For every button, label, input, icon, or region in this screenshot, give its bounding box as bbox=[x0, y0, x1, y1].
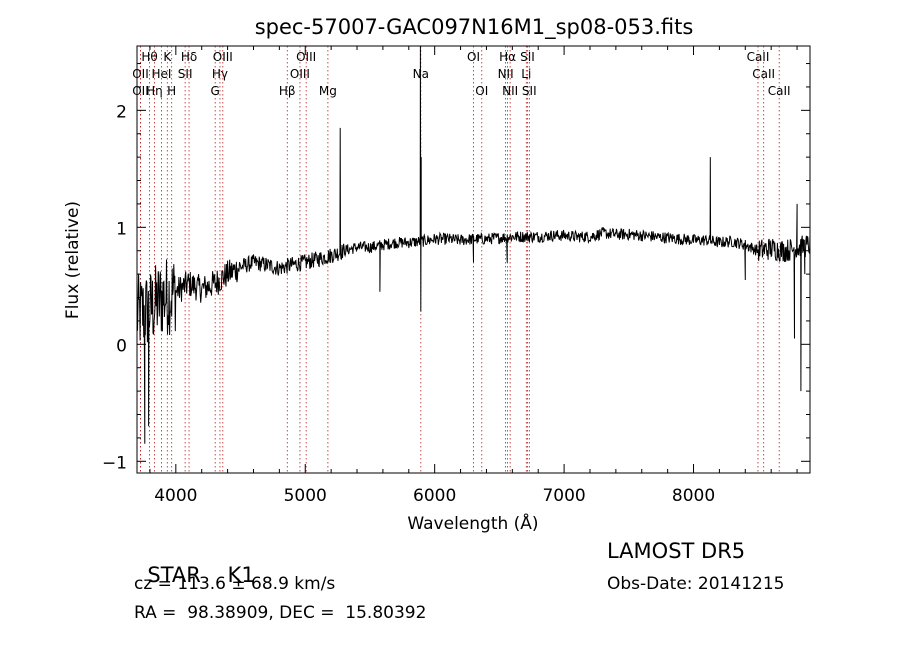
x-tick-label: 4000 bbox=[154, 486, 197, 506]
survey-label: LAMOST DR5 bbox=[607, 539, 746, 563]
axis-ticks: 4000 5000 6000 7000 8000 −1 0 1 2 bbox=[102, 46, 810, 506]
y-tick-label: 2 bbox=[116, 102, 127, 122]
subclass-label: K1 bbox=[227, 563, 255, 587]
line-marker-label: NII bbox=[498, 67, 514, 81]
line-marker-label: Hγ bbox=[212, 67, 228, 81]
y-tick-label: 0 bbox=[116, 336, 127, 356]
line-marker-label: CaII bbox=[768, 84, 791, 98]
y-axis-label: Flux (relative) bbox=[63, 201, 83, 319]
line-marker-label: OI bbox=[475, 84, 488, 98]
plot-frame bbox=[136, 45, 811, 474]
obs-date-label: Obs-Date: 20141215 bbox=[607, 574, 785, 594]
redshift-label: cz = 113.6 ± 68.9 km/s bbox=[134, 574, 336, 594]
line-marker-label: K bbox=[163, 50, 172, 64]
chart-title: spec-57007-GAC097N16M1_sp08-053.fits bbox=[255, 15, 694, 40]
line-marker-label: Mg bbox=[319, 84, 337, 98]
line-marker-label: H bbox=[167, 84, 176, 98]
x-axis-label: Wavelength (Å) bbox=[407, 512, 538, 534]
line-marker-label: Hα bbox=[499, 50, 516, 64]
line-marker-label: CaII bbox=[752, 67, 775, 81]
object-class: STAR K1 bbox=[134, 539, 255, 587]
line-marker-label: Hθ bbox=[141, 50, 157, 64]
class-label: STAR bbox=[147, 563, 201, 587]
line-marker-label: OI bbox=[467, 50, 480, 64]
line-marker-label: SII bbox=[178, 67, 193, 81]
line-marker-label: CaII bbox=[747, 50, 770, 64]
x-tick-label: 8000 bbox=[672, 486, 715, 506]
spectrum-line bbox=[136, 45, 811, 444]
line-marker-label: G bbox=[211, 84, 220, 98]
line-marker-label: HeI bbox=[151, 67, 171, 81]
line-marker-label: NII bbox=[502, 84, 518, 98]
line-marker-label: OIII bbox=[213, 50, 233, 64]
line-marker-label: OIII bbox=[290, 67, 310, 81]
x-tick-label: 6000 bbox=[413, 486, 456, 506]
coords-label: RA = 98.38909, DEC = 15.80392 bbox=[134, 603, 427, 623]
x-tick-label: 7000 bbox=[542, 486, 585, 506]
line-marker-label: Li bbox=[521, 67, 531, 81]
line-marker-label: Hη bbox=[146, 84, 163, 98]
x-tick-label: 5000 bbox=[284, 486, 327, 506]
y-tick-label: −1 bbox=[102, 453, 127, 473]
line-marker-label: Hβ bbox=[279, 84, 296, 98]
y-tick-label: 1 bbox=[116, 219, 127, 239]
line-marker-label: SII bbox=[522, 84, 537, 98]
line-marker-label: OII bbox=[132, 84, 149, 98]
line-marker-label: SII bbox=[520, 50, 535, 64]
line-marker-label: OIII bbox=[296, 50, 316, 64]
line-markers: OIIOIIHθHηHeIKHSIIHδGHγOIIIHβOIIIOIIIMgN… bbox=[132, 46, 791, 473]
line-marker-label: Hδ bbox=[181, 50, 197, 64]
